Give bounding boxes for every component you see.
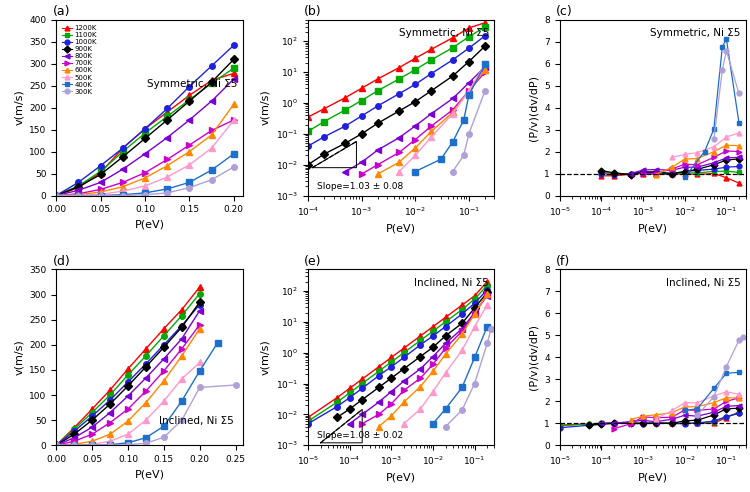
Y-axis label: (P/v)(dv/dP): (P/v)(dv/dP) [529, 324, 538, 390]
X-axis label: P(eV): P(eV) [638, 473, 668, 483]
X-axis label: P(eV): P(eV) [134, 220, 164, 230]
Text: (c): (c) [556, 5, 573, 18]
Text: (a): (a) [53, 5, 70, 18]
Text: Symmetric, Ni Σ5: Symmetric, Ni Σ5 [147, 79, 237, 89]
Text: Inclined, Ni Σ5: Inclined, Ni Σ5 [159, 416, 233, 426]
Text: (d): (d) [53, 255, 70, 268]
Legend: 1200K, 1100K, 1000K, 900K, 800K, 700K, 600K, 500K, 400K, 300K: 1200K, 1100K, 1000K, 900K, 800K, 700K, 6… [60, 23, 99, 97]
X-axis label: P(eV): P(eV) [386, 223, 416, 233]
Y-axis label: v(m/s): v(m/s) [260, 339, 271, 375]
X-axis label: P(eV): P(eV) [134, 469, 164, 480]
Text: Slope=1.08 ± 0.02: Slope=1.08 ± 0.02 [317, 431, 404, 440]
Text: Slope=1.03 ± 0.08: Slope=1.03 ± 0.08 [317, 182, 404, 190]
Text: (b): (b) [304, 5, 322, 18]
Text: Symmetric, Ni Σ5: Symmetric, Ni Σ5 [650, 29, 741, 38]
Y-axis label: v(m/s): v(m/s) [13, 339, 24, 375]
Text: Inclined, Ni Σ5: Inclined, Ni Σ5 [666, 278, 741, 288]
X-axis label: P(eV): P(eV) [386, 473, 416, 483]
Text: Inclined, Ni Σ5: Inclined, Ni Σ5 [414, 278, 489, 288]
Text: (f): (f) [556, 255, 570, 268]
Text: (e): (e) [304, 255, 322, 268]
Y-axis label: v(m/s): v(m/s) [260, 90, 271, 125]
Y-axis label: v(m/s): v(m/s) [13, 90, 24, 125]
Text: Symmetric, Ni Σ5: Symmetric, Ni Σ5 [398, 29, 489, 38]
X-axis label: P(eV): P(eV) [638, 223, 668, 233]
Y-axis label: (P/v)(dv/dP): (P/v)(dv/dP) [529, 75, 538, 141]
